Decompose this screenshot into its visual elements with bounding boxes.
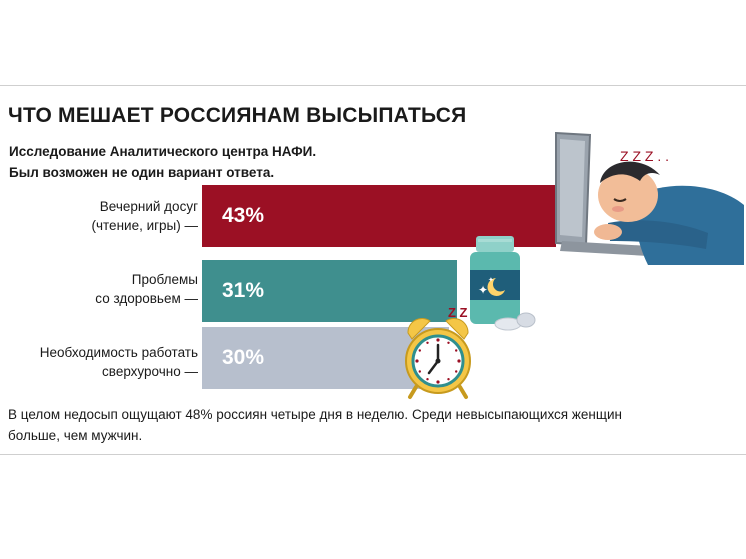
sleeping-person-illustration: Z Z Z . . <box>555 131 744 265</box>
category-label-1-line-1: Вечерний досуг <box>99 199 198 214</box>
subtitle-line-2: Был возможен не один вариант ответа. <box>9 165 275 180</box>
bar-evening-leisure: 43% <box>202 185 556 247</box>
bar-health-problems: 31% <box>202 260 457 322</box>
footnote-line-2: больше, чем мужчин. <box>8 428 143 443</box>
alarm-clock-illustration: Z Z <box>405 305 471 399</box>
category-label-1-line-2: (чтение, игры) — <box>91 218 199 233</box>
footnote-line-1: В целом недосып ощущают 48% россиян четы… <box>8 407 622 422</box>
bar-value-3: 30% <box>222 346 265 369</box>
chart-subtitle: Исследование Аналитического центра НАФИ.… <box>9 141 316 183</box>
category-label-2: Проблемы со здоровьем — <box>95 270 198 308</box>
footnote: В целом недосып ощущают 48% россиян четы… <box>8 404 728 446</box>
clock-zzz-text: Z Z <box>448 305 468 320</box>
sleep-zzz-text: Z Z Z . . <box>620 148 669 164</box>
bar-value-2: 31% <box>222 279 265 302</box>
category-label-3-line-1: Необходимость работать <box>39 345 198 360</box>
subtitle-line-1: Исследование Аналитического центра НАФИ. <box>9 144 317 159</box>
bar-value-1: 43% <box>222 204 265 227</box>
chart-title: ЧТО МЕШАЕТ РОССИЯНАМ ВЫСЫПАТЬСЯ <box>8 104 467 127</box>
top-rule <box>0 85 746 86</box>
category-label-3: Необходимость работать сверхурочно — <box>40 343 198 381</box>
pill-bottle-illustration: ✦ ✦ <box>470 236 536 331</box>
svg-text:✦: ✦ <box>488 276 494 284</box>
bottom-rule <box>0 454 746 455</box>
category-label-2-line-1: Проблемы <box>131 272 198 287</box>
category-label-1: Вечерний досуг (чтение, игры) — <box>92 197 199 235</box>
category-label-3-line-2: сверхурочно — <box>102 364 198 379</box>
svg-text:✦: ✦ <box>478 283 488 297</box>
category-label-2-line-2: со здоровьем — <box>95 291 198 306</box>
